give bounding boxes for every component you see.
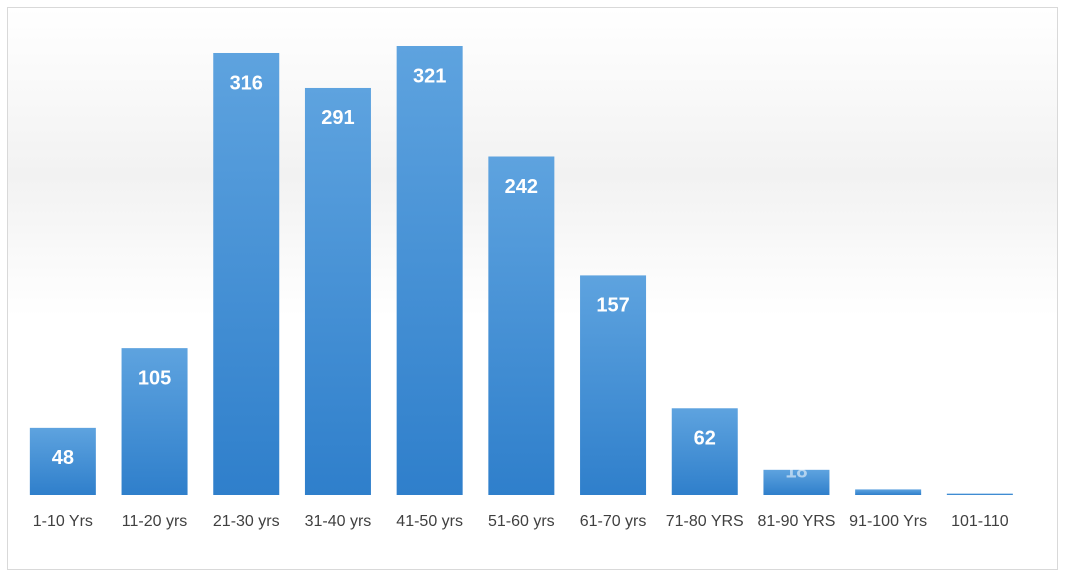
data-label: 157: [596, 295, 629, 317]
bar: [213, 52, 280, 495]
bar: [304, 87, 371, 495]
data-label: 316: [230, 72, 263, 94]
bar: [29, 427, 96, 495]
data-label: 291: [321, 107, 354, 129]
data-label: 1: [974, 460, 985, 482]
x-tick-label: 71-80 YRS: [666, 513, 744, 530]
x-tick-label: 41-50 yrs: [396, 513, 463, 530]
data-label: 321: [413, 65, 446, 87]
bar: [855, 489, 922, 495]
bar: [396, 46, 463, 495]
data-label: 18: [785, 460, 807, 482]
data-label: 48: [52, 447, 74, 469]
x-tick-label: 101-110: [951, 513, 1009, 530]
x-tick-label: 31-40 yrs: [305, 513, 372, 530]
x-tick-label: 81-90 YRS: [757, 513, 835, 530]
data-label: 62: [694, 428, 716, 450]
x-tick-label: 51-60 yrs: [488, 513, 555, 530]
bar: [488, 156, 555, 495]
bar: [580, 275, 647, 495]
bar: [946, 493, 1013, 495]
data-label: 105: [138, 367, 171, 389]
bar: [671, 408, 738, 495]
x-tick-label: 91-100 Yrs: [849, 513, 927, 530]
x-tick-label: 11-20 yrs: [122, 513, 188, 530]
x-tick-label: 61-70 yrs: [580, 513, 647, 530]
bar: [121, 348, 188, 495]
plot-area: 48 1-10 Yrs 105 11-20 yrs 316 21-30 yrs 291 31-…: [29, 46, 1013, 530]
bar: [763, 469, 830, 495]
x-tick-label: 1-10 Yrs: [33, 513, 93, 530]
x-tick-label: 21-30 yrs: [213, 513, 280, 530]
data-label: 4: [883, 460, 895, 482]
data-label: 242: [505, 176, 538, 198]
